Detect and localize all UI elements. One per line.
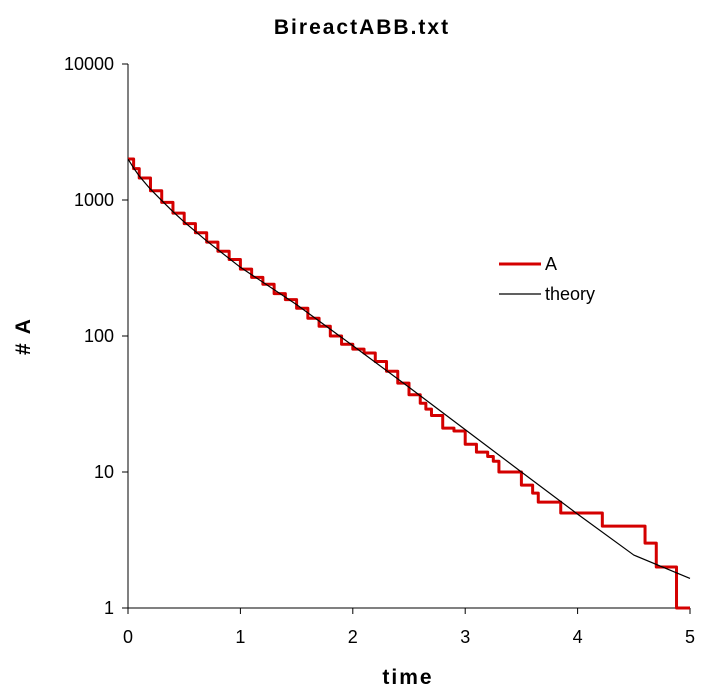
legend-label-theory: theory: [545, 284, 595, 304]
x-axis-title: time: [382, 666, 433, 689]
y-axis-title: # A: [12, 317, 35, 355]
y-tick-label: 100: [84, 326, 114, 346]
series-line-theory: [127, 158, 691, 579]
chart-title: BireactABB.txt: [274, 16, 450, 39]
x-tick-label: 0: [123, 627, 133, 647]
legend-label-a: A: [545, 254, 557, 274]
x-tick-label: 4: [573, 627, 583, 647]
y-tick-label: 10000: [64, 54, 114, 74]
y-ticks: 1 10 100 1000 10000: [64, 54, 128, 618]
x-tick-label: 5: [685, 627, 695, 647]
y-tick-label: 10: [94, 462, 114, 482]
series-line-a: [128, 157, 690, 610]
x-tick-label: 1: [235, 627, 245, 647]
y-tick-label: 1000: [74, 190, 114, 210]
x-ticks: 0 1 2 3 4 5: [123, 608, 695, 647]
series-layer: [127, 157, 691, 610]
x-tick-label: 2: [348, 627, 358, 647]
legend: A theory: [499, 254, 595, 304]
y-tick-label: 1: [104, 598, 114, 618]
x-tick-label: 3: [460, 627, 470, 647]
